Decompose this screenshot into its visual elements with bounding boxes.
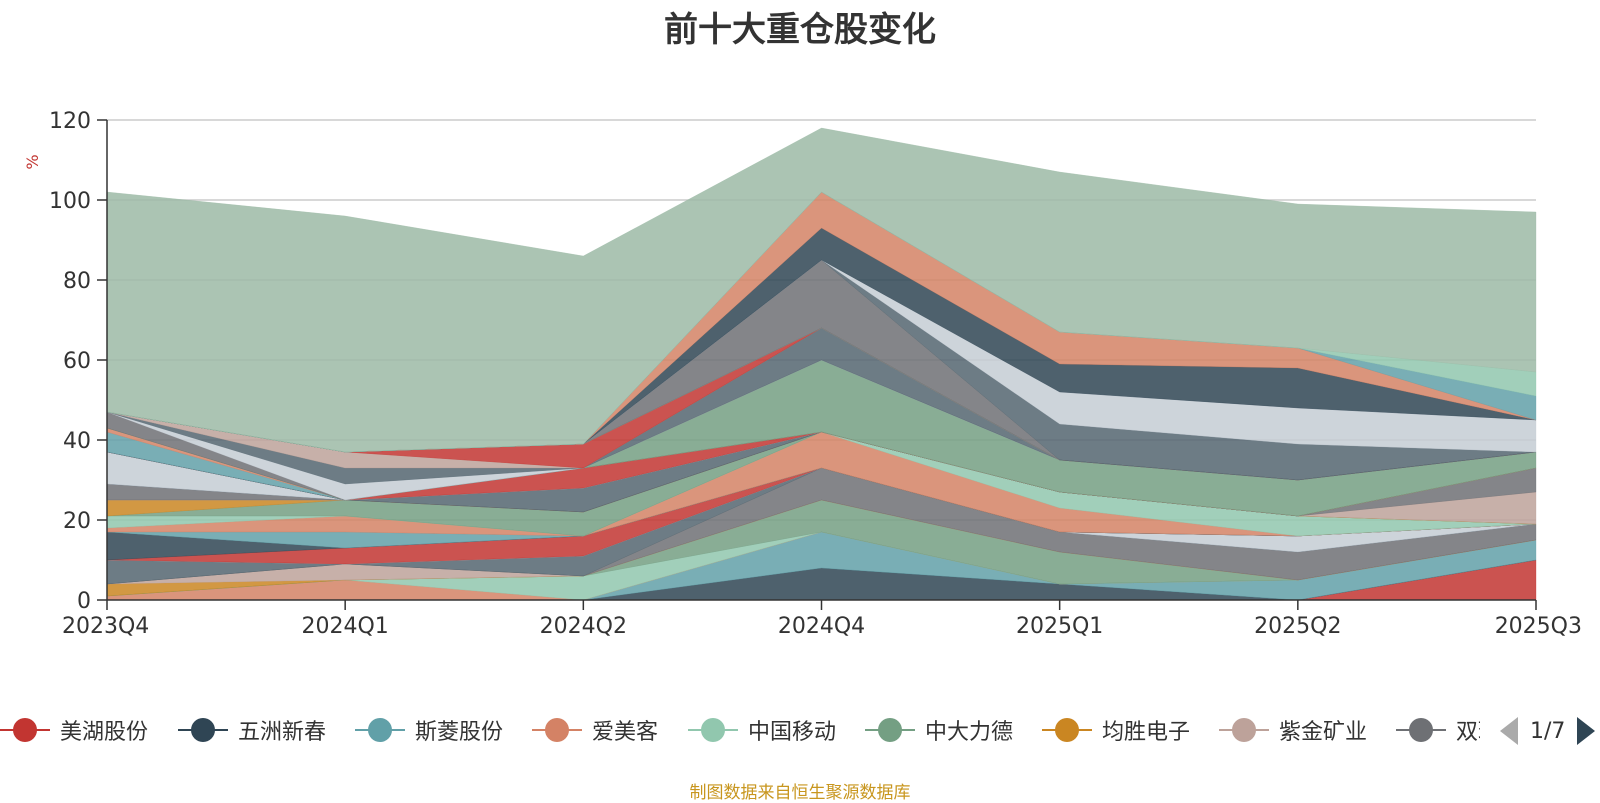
legend-item-7[interactable]: 紫金矿业 bbox=[1219, 710, 1367, 750]
x-tick-label-1: 2024Q1 bbox=[302, 614, 389, 639]
legend-item-3[interactable]: 爱美客 bbox=[532, 710, 658, 750]
legend-item-1[interactable]: 五洲新春 bbox=[178, 710, 326, 750]
y-tick-label-0: 0 bbox=[77, 589, 91, 614]
legend-item-8[interactable]: 双环 bbox=[1396, 710, 1480, 750]
legend-marker-icon bbox=[532, 710, 582, 750]
y-tick-label-3: 60 bbox=[63, 349, 91, 374]
legend-label-7: 紫金矿业 bbox=[1279, 720, 1368, 745]
y-tick-label-4: 80 bbox=[63, 269, 91, 294]
legend-pager: 1/7 bbox=[1500, 715, 1596, 747]
legend-item-6[interactable]: 均胜电子 bbox=[1042, 710, 1190, 750]
y-axis-label: % bbox=[23, 154, 42, 169]
legend-item-4[interactable]: 中国移动 bbox=[688, 710, 836, 750]
legend-marker-icon bbox=[1219, 710, 1269, 750]
y-tick-label-6: 120 bbox=[49, 109, 91, 134]
legend-page-indicator: 1/7 bbox=[1530, 718, 1566, 744]
legend-marker-icon bbox=[1042, 710, 1092, 750]
data-source-note: 制图数据来自恒生聚源数据库 bbox=[689, 783, 911, 803]
x-tick-label-6: 2025Q3 bbox=[1495, 614, 1582, 639]
legend-prev-page-icon[interactable] bbox=[1500, 717, 1518, 745]
legend-item-0[interactable]: 美湖股份 bbox=[0, 710, 148, 750]
y-tick-label-1: 20 bbox=[63, 509, 91, 534]
legend-marker-icon bbox=[688, 710, 738, 750]
legend: 美湖股份 五洲新春 斯菱股份 爱美客 中国移动 中大力德 均胜电子 紫金矿业 双环 bbox=[0, 710, 1480, 750]
x-tick-label-4: 2025Q1 bbox=[1016, 614, 1103, 639]
legend-marker-icon bbox=[0, 710, 50, 750]
legend-marker-icon bbox=[178, 710, 228, 750]
x-tick-label-0: 2023Q4 bbox=[62, 614, 149, 639]
x-tick-label-2: 2024Q2 bbox=[540, 614, 627, 639]
legend-label-4: 中国移动 bbox=[748, 720, 837, 745]
legend-marker-icon bbox=[865, 710, 915, 750]
legend-label-0: 美湖股份 bbox=[60, 720, 149, 745]
legend-label-6: 均胜电子 bbox=[1102, 720, 1191, 745]
legend-item-2[interactable]: 斯菱股份 bbox=[355, 710, 503, 750]
legend-marker-icon bbox=[355, 710, 405, 750]
area-series-40[interactable] bbox=[106, 127, 1537, 453]
legend-item-5[interactable]: 中大力德 bbox=[865, 710, 1013, 750]
y-tick-label-2: 40 bbox=[63, 429, 91, 454]
legend-label-2: 斯菱股份 bbox=[415, 720, 504, 745]
legend-next-page-icon[interactable] bbox=[1577, 717, 1596, 745]
legend-marker-icon bbox=[1396, 710, 1446, 750]
legend-label-8: 双环 bbox=[1456, 720, 1480, 745]
legend-label-3: 爱美客 bbox=[592, 720, 659, 745]
chart-title: 前十大重仓股变化 bbox=[664, 10, 936, 50]
x-tick-label-5: 2025Q2 bbox=[1254, 614, 1341, 639]
legend-label-1: 五洲新春 bbox=[238, 720, 327, 745]
x-tick-label-3: 2024Q4 bbox=[778, 614, 865, 639]
y-tick-label-5: 100 bbox=[49, 189, 91, 214]
legend-label-5: 中大力德 bbox=[925, 720, 1014, 745]
